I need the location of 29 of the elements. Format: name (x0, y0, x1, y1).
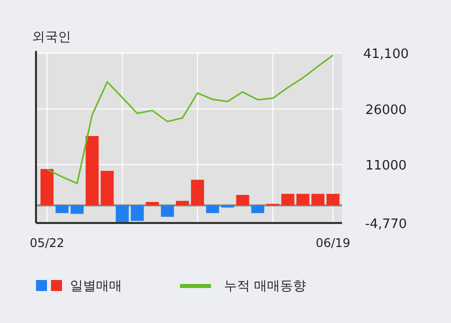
bar (176, 200, 189, 206)
bar (86, 136, 99, 206)
legend-label: 일별매매 (70, 279, 122, 294)
bar (221, 205, 234, 208)
bar (130, 205, 144, 221)
bar (116, 205, 129, 223)
bar (40, 169, 54, 206)
bar (251, 205, 264, 214)
bar (70, 205, 84, 214)
bar (326, 194, 340, 206)
y-tick-label: 41,100 (363, 47, 409, 62)
x-tick-label: 06/19 (316, 236, 350, 250)
y-tick-label: 26000 (365, 102, 407, 118)
legend-label: 누적 매매동향 (224, 279, 306, 294)
bar (281, 194, 294, 206)
bar (296, 194, 310, 206)
x-tick-label: 05/22 (30, 236, 64, 250)
y-tick-label: -4,770 (365, 217, 407, 232)
bar (191, 180, 204, 206)
bar (236, 194, 250, 206)
bar (146, 202, 159, 206)
chart-title: 외국인 (32, 30, 71, 45)
line-series (46, 54, 334, 184)
bar (311, 194, 324, 206)
bar (100, 170, 114, 206)
y-tick-label: 11000 (365, 158, 407, 174)
bar (206, 205, 220, 214)
bar (56, 205, 69, 214)
bar (160, 205, 174, 217)
